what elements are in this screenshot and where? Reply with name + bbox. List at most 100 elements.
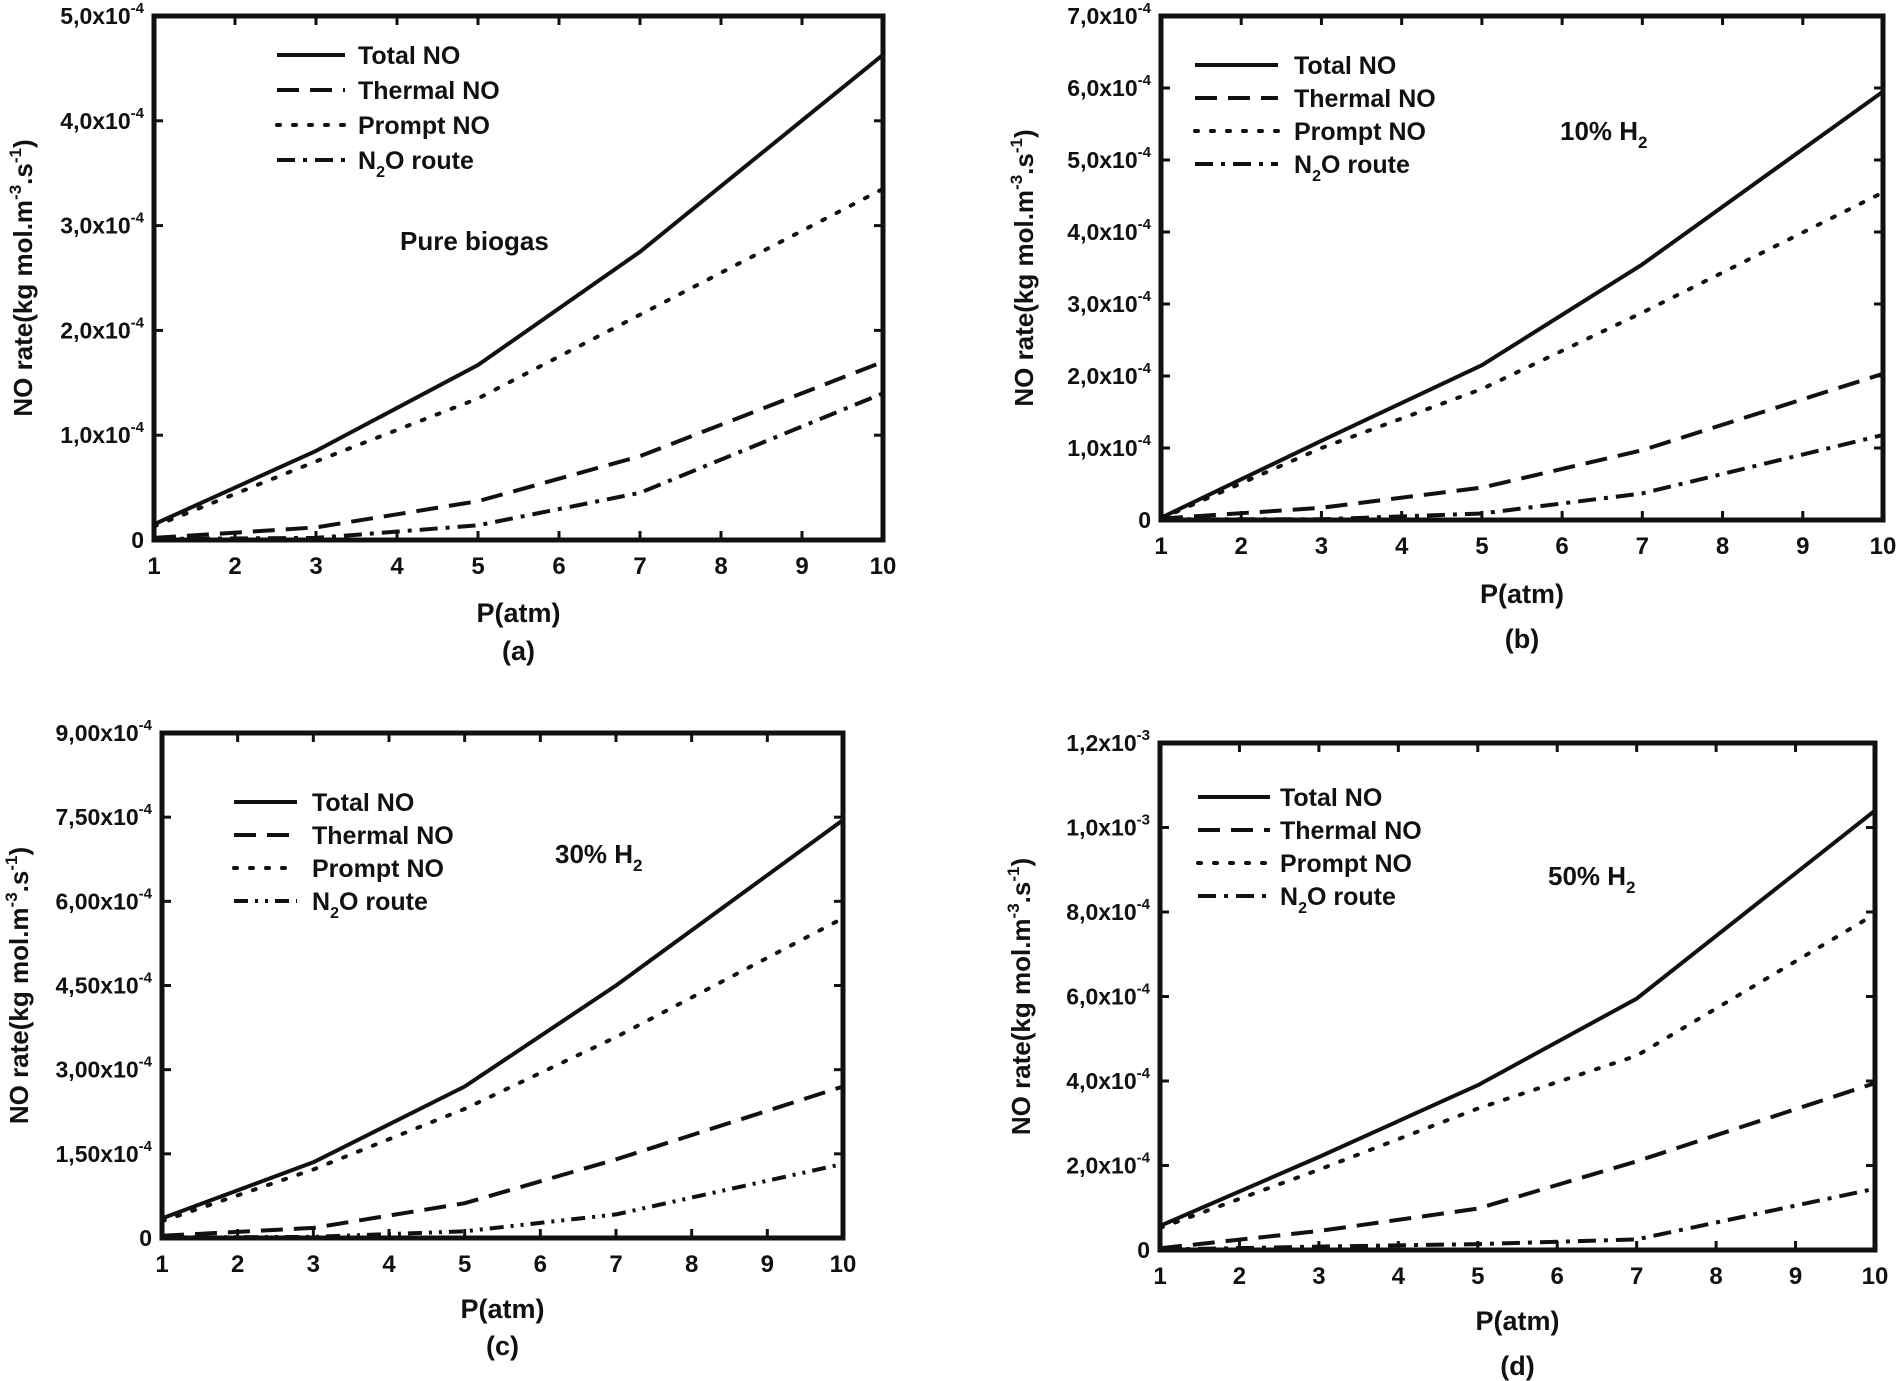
x-tick-label: 1 bbox=[1154, 533, 1167, 560]
panel-label: (b) bbox=[1505, 624, 1539, 654]
legend-label: Prompt NO bbox=[1294, 118, 1426, 146]
y-axis-label: NO rate(kg mol.m-3.s-1) bbox=[1007, 129, 1039, 406]
x-axis-label: P(atm) bbox=[476, 598, 560, 628]
x-tick-label: 1 bbox=[155, 1251, 168, 1278]
legend-label: Thermal NO bbox=[312, 822, 454, 850]
x-tick-label: 6 bbox=[552, 553, 565, 580]
series-line-thermal-no bbox=[154, 359, 883, 540]
x-tick-label: 6 bbox=[1555, 533, 1568, 560]
series-line-thermal-no bbox=[162, 1084, 843, 1238]
y-tick-label: 1,50x10-4 bbox=[56, 1138, 153, 1167]
plot-annotation: Pure biogas bbox=[400, 226, 549, 256]
series-line-total-no bbox=[162, 818, 843, 1221]
x-tick-label: 4 bbox=[1395, 533, 1409, 560]
x-tick-label: 8 bbox=[685, 1251, 698, 1278]
plot-frame bbox=[151, 13, 886, 543]
y-tick-label: 6,00x10-4 bbox=[56, 885, 153, 914]
y-tick-label: 1,0x10-4 bbox=[60, 419, 144, 448]
plot-annotation: 50% H2 bbox=[1548, 861, 1636, 897]
series-line-total-no bbox=[1160, 809, 1875, 1228]
series-line-prompt-no bbox=[1161, 190, 1883, 520]
x-tick-label: 6 bbox=[534, 1251, 547, 1278]
y-tick-label: 2,0x10-4 bbox=[1067, 360, 1151, 389]
y-tick-label: 3,0x10-4 bbox=[1067, 288, 1151, 317]
plot-annotation: 10% H2 bbox=[1560, 116, 1648, 152]
x-axis-label: P(atm) bbox=[1480, 579, 1564, 609]
legend: Total NO Thermal NO Prompt NO N2O route bbox=[1196, 784, 1422, 917]
legend-label: Total NO bbox=[358, 42, 460, 70]
plot-frame bbox=[159, 730, 846, 1241]
x-tick-label: 1 bbox=[147, 553, 160, 580]
y-tick-label: 4,0x10-4 bbox=[1067, 216, 1151, 245]
legend-label: Prompt NO bbox=[312, 855, 444, 883]
x-tick-label: 9 bbox=[795, 553, 808, 580]
x-tick-label: 2 bbox=[228, 553, 241, 580]
panel-label: (a) bbox=[502, 636, 535, 666]
x-tick-label: 2 bbox=[231, 1251, 244, 1278]
y-tick-label: 4,0x10-4 bbox=[60, 105, 144, 134]
x-tick-label: 10 bbox=[1870, 533, 1897, 560]
legend-label: N2O route bbox=[358, 147, 474, 181]
x-tick-label: 3 bbox=[1312, 1263, 1325, 1290]
y-tick-label: 3,0x10-4 bbox=[60, 210, 144, 239]
series-line-n2o-route bbox=[1160, 1186, 1875, 1250]
y-tick-label: 8,0x10-4 bbox=[1066, 896, 1150, 925]
x-tick-label: 7 bbox=[1630, 1263, 1643, 1290]
series-line-total-no bbox=[1161, 89, 1883, 520]
x-tick-label: 5 bbox=[471, 553, 484, 580]
y-tick-label: 0 bbox=[131, 527, 144, 553]
x-tick-label: 4 bbox=[382, 1251, 396, 1278]
x-tick-label: 4 bbox=[390, 553, 404, 580]
x-tick-label: 6 bbox=[1551, 1263, 1564, 1290]
y-tick-label: 4,0x10-4 bbox=[1066, 1065, 1150, 1094]
y-tick-label: 9,00x10-4 bbox=[56, 717, 153, 746]
y-tick-label: 1,0x10-4 bbox=[1067, 432, 1151, 461]
x-tick-label: 7 bbox=[609, 1251, 622, 1278]
x-tick-label: 5 bbox=[1475, 533, 1488, 560]
series-line-n2o-route bbox=[162, 1161, 843, 1238]
x-tick-label: 9 bbox=[1796, 533, 1809, 560]
legend-label: Prompt NO bbox=[358, 112, 490, 140]
x-tick-label: 5 bbox=[1471, 1263, 1484, 1290]
x-tick-label: 8 bbox=[1709, 1263, 1722, 1290]
x-tick-label: 2 bbox=[1233, 1263, 1246, 1290]
y-tick-label: 7,0x10-4 bbox=[1067, 0, 1151, 29]
y-axis-label: NO rate(kg mol.m-3.s-1) bbox=[6, 139, 38, 416]
series-line-total-no bbox=[154, 53, 883, 527]
y-axis-label: NO rate(kg mol.m-3.s-1) bbox=[2, 847, 34, 1124]
x-tick-label: 8 bbox=[1716, 533, 1729, 560]
panel-label: (d) bbox=[1500, 1351, 1534, 1381]
y-tick-label: 4,50x10-4 bbox=[56, 970, 153, 999]
plot-frame bbox=[1158, 13, 1886, 523]
y-tick-label: 7,50x10-4 bbox=[56, 801, 153, 830]
plot-frame bbox=[1157, 740, 1878, 1253]
chart-panel-b: 1 2 3 4 5 6 7 8 9 10 0 1,0x10-4 2,0x10-4 3,0x10-4 4,0x… bbox=[1007, 0, 1896, 654]
legend-label: Thermal NO bbox=[1294, 85, 1436, 113]
y-axis-label: NO rate(kg mol.m-3.s-1) bbox=[1004, 858, 1036, 1135]
x-tick-label: 2 bbox=[1235, 533, 1248, 560]
legend-label: Total NO bbox=[1294, 52, 1396, 80]
y-tick-label: 0 bbox=[1137, 1237, 1150, 1263]
y-tick-label: 5,0x10-4 bbox=[1067, 144, 1151, 173]
y-tick-label: 3,00x10-4 bbox=[56, 1054, 153, 1083]
series-line-prompt-no bbox=[154, 186, 883, 529]
legend-label: Total NO bbox=[312, 789, 414, 817]
x-tick-label: 10 bbox=[1862, 1263, 1889, 1290]
chart-panel-c: 1 2 3 4 5 6 7 8 9 10 0 1,50x10-4 3,00x10-4 4,50x10-4 6… bbox=[2, 717, 856, 1361]
x-tick-label: 10 bbox=[870, 553, 897, 580]
y-tick-label: 1,2x10-3 bbox=[1066, 727, 1150, 756]
x-tick-label: 7 bbox=[1636, 533, 1649, 560]
y-tick-label: 0 bbox=[139, 1225, 152, 1251]
panel-label: (c) bbox=[486, 1331, 519, 1361]
series-line-prompt-no bbox=[1160, 912, 1875, 1230]
x-tick-label: 9 bbox=[1789, 1263, 1802, 1290]
legend-label: Prompt NO bbox=[1280, 850, 1412, 878]
x-axis-label: P(atm) bbox=[460, 1294, 544, 1324]
x-axis-label: P(atm) bbox=[1475, 1306, 1559, 1336]
x-tick-label: 10 bbox=[830, 1251, 857, 1278]
series-line-thermal-no bbox=[1161, 371, 1883, 520]
x-tick-label: 9 bbox=[761, 1251, 774, 1278]
x-tick-label: 4 bbox=[1392, 1263, 1406, 1290]
x-tick-label: 3 bbox=[309, 553, 322, 580]
